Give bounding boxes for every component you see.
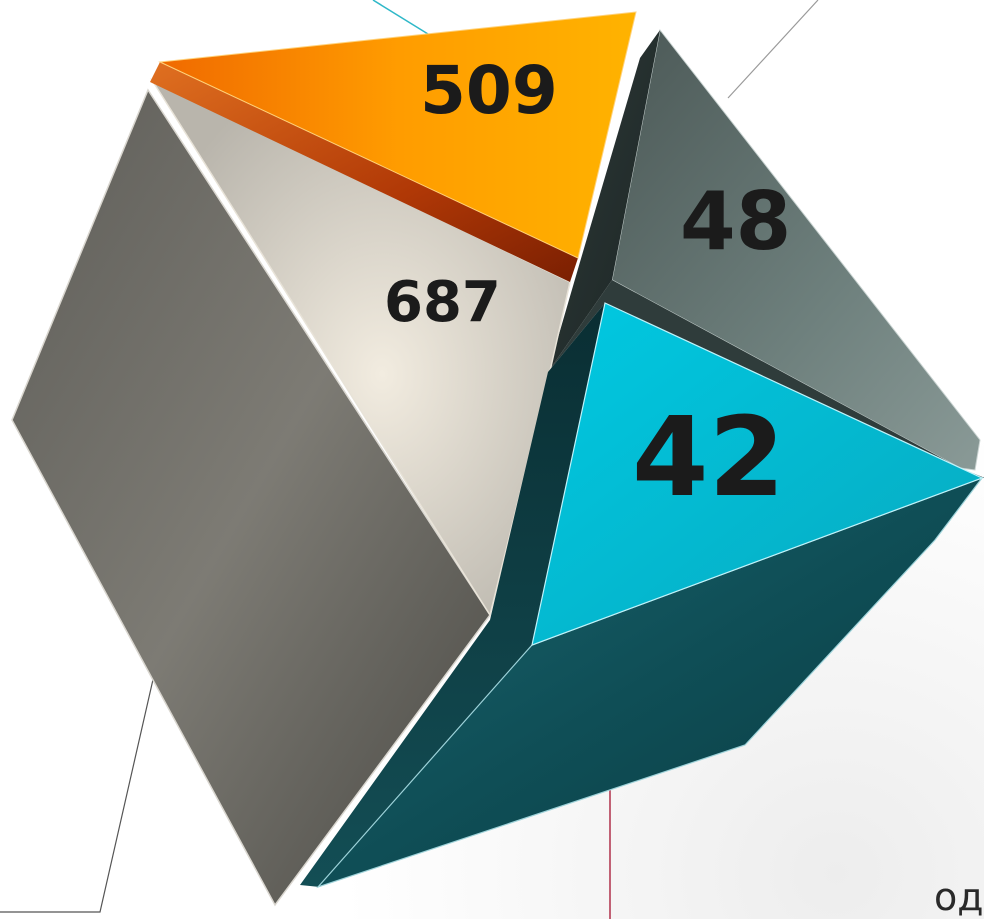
orange-face xyxy=(158,11,637,259)
slate-edge xyxy=(548,30,660,372)
rust-band xyxy=(150,62,578,282)
leader-line-orange xyxy=(372,0,429,35)
value-label-cyan: 42 xyxy=(632,393,786,521)
value-label-beige: 687 xyxy=(384,270,501,335)
leader-line-gray xyxy=(0,661,158,913)
partial-caption-text: од xyxy=(934,875,984,919)
gray-face xyxy=(11,88,491,907)
cyan-face xyxy=(531,302,984,646)
leader-line-slate xyxy=(727,0,819,99)
teal-inner-face xyxy=(300,303,605,887)
value-label-slate: 48 xyxy=(680,175,792,268)
value-label-orange: 509 xyxy=(420,52,558,129)
